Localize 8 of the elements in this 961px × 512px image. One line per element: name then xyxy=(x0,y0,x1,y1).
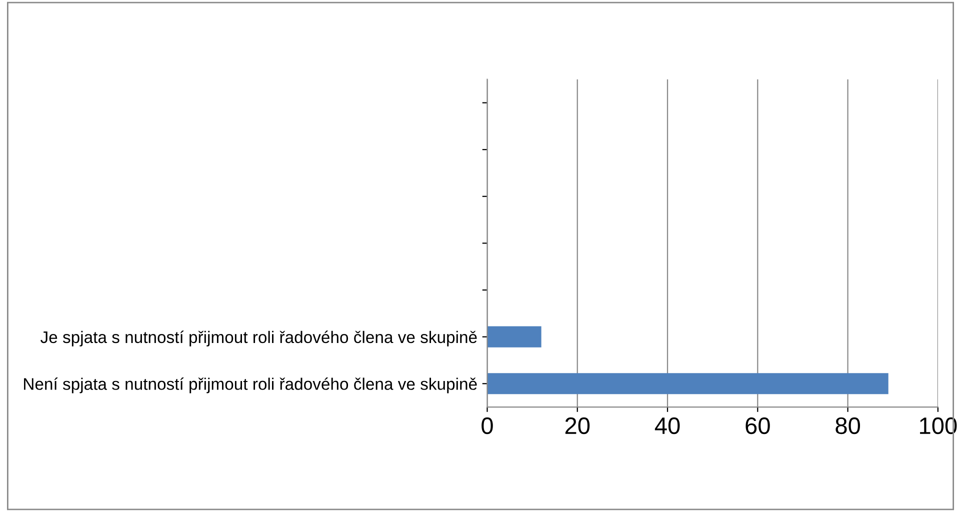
x-tick-label: 100 xyxy=(920,417,957,434)
x-tick-label: 0 xyxy=(482,417,493,434)
y-tick-label: Je spjata s nutností přijmout roli řadového člena ve skupině xyxy=(40,330,477,346)
x-tick-label: 60 xyxy=(746,417,770,434)
x-tick-label: 20 xyxy=(565,417,590,434)
x-tick-label: 80 xyxy=(836,417,860,434)
y-tick-label: Není spjata s nutností přijmout roli řadového člena ve skupině xyxy=(24,378,477,394)
x-tick-label: 40 xyxy=(654,417,680,434)
